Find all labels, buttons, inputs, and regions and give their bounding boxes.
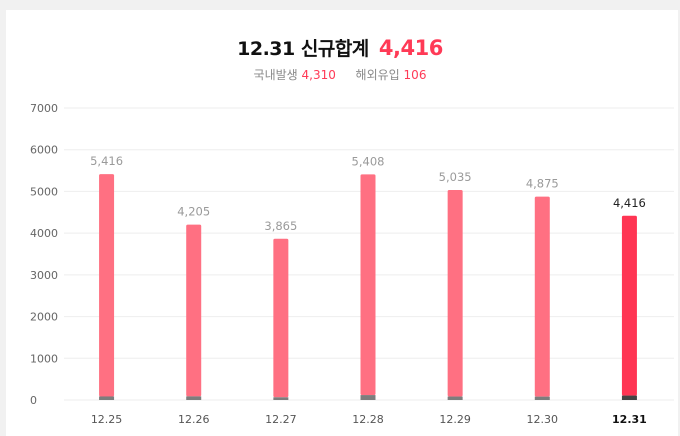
domestic-value: 4,310	[301, 68, 336, 82]
x-tick-label: 12.30	[527, 413, 559, 426]
data-label: 4,875	[526, 177, 559, 191]
bar-overseas	[621, 395, 637, 400]
bar-overseas	[447, 396, 463, 400]
bar-domestic	[186, 224, 202, 397]
y-tick-label: 3000	[30, 269, 58, 282]
total-value: 4,416	[378, 36, 443, 60]
bar-overseas	[360, 395, 376, 400]
chart-card	[6, 10, 678, 436]
x-tick-label: 12.29	[439, 413, 471, 426]
bar-overseas	[99, 396, 115, 400]
y-tick-label: 0	[30, 394, 37, 407]
y-tick-label: 4000	[30, 227, 58, 240]
data-label: 5,408	[352, 154, 385, 168]
data-label: 4,205	[177, 205, 210, 219]
bar-domestic	[273, 238, 289, 398]
y-tick-label: 2000	[30, 311, 58, 324]
y-tick-label: 5000	[30, 185, 58, 198]
chart-subtitle: 국내발생 4,310 해외유입 106	[0, 66, 680, 83]
data-label: 5,416	[90, 154, 123, 168]
data-label: 3,865	[264, 219, 297, 233]
y-tick-label: 6000	[30, 144, 58, 157]
y-tick-label: 7000	[30, 102, 58, 115]
overseas-label: 해외유입	[355, 68, 400, 82]
bar-overseas	[186, 396, 202, 400]
bar-domestic	[621, 215, 637, 396]
bar-overseas	[534, 396, 550, 400]
y-tick-label: 1000	[30, 352, 58, 365]
bar-domestic	[360, 174, 376, 396]
x-tick-label: 12.25	[91, 413, 123, 426]
chart-title: 12.31 신규합계 4,416	[0, 34, 680, 61]
bar-domestic	[534, 196, 550, 397]
bar-domestic	[99, 174, 115, 397]
domestic-label: 국내발생	[253, 68, 298, 82]
x-tick-label: 12.27	[265, 413, 297, 426]
bar-domestic	[447, 189, 463, 397]
bar-overseas	[273, 397, 289, 400]
overseas-value: 106	[403, 68, 427, 82]
title-text: 12.31 신규합계	[237, 38, 369, 60]
x-tick-label: 12.31	[612, 413, 647, 426]
x-tick-label: 12.28	[352, 413, 384, 426]
data-label: 4,416	[613, 196, 646, 210]
data-label: 5,035	[439, 170, 472, 184]
x-tick-label: 12.26	[178, 413, 210, 426]
